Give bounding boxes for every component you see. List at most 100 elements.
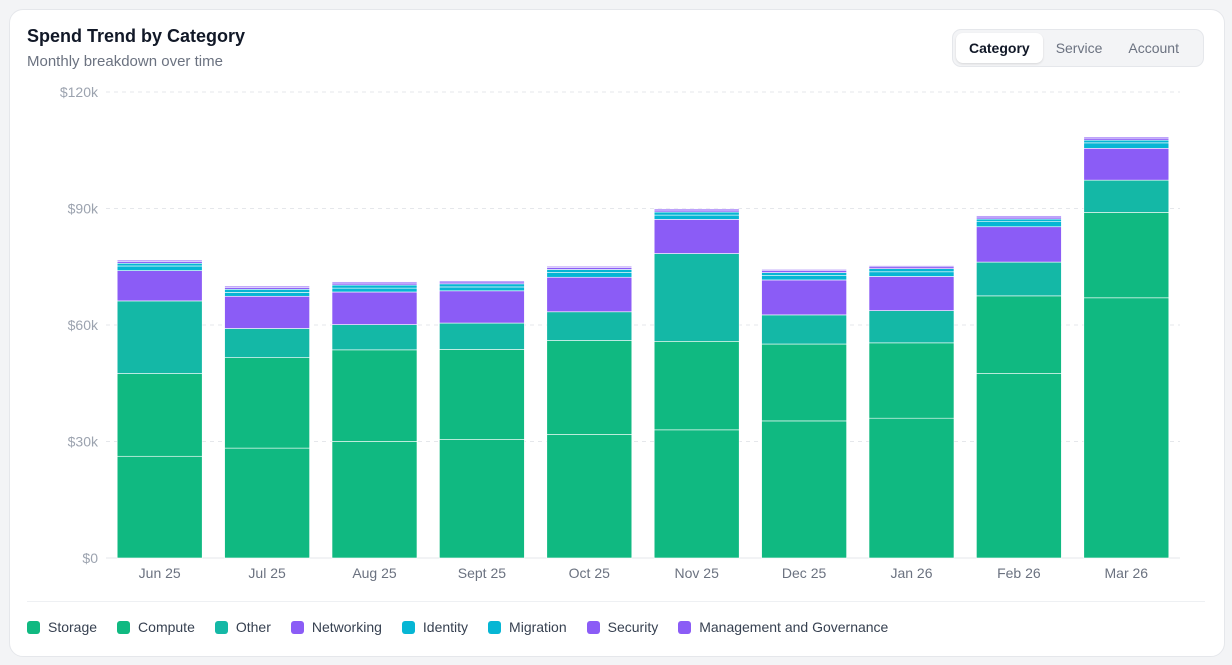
bar-segment-management-and-governance[interactable]	[868, 265, 955, 268]
bar-segment-identity[interactable]	[653, 214, 740, 220]
stacked-bar-chart: $0 $30k $60k $90k $120k Jun 25 Jul 25 Aug 25 Sep…	[60, 84, 1180, 581]
bar-segment-compute[interactable]	[224, 357, 310, 449]
bar-segment-identity[interactable]	[868, 271, 955, 277]
x-tick-label: Nov 25	[675, 565, 720, 581]
bar-segment-compute[interactable]	[761, 343, 847, 422]
bar-segment-management-and-governance[interactable]	[116, 259, 203, 262]
legend-item[interactable]: Management and Governance	[678, 619, 888, 635]
bar-segment-compute[interactable]	[1083, 212, 1170, 299]
bar-segment-other[interactable]	[868, 310, 955, 344]
bar-segment-management-and-governance[interactable]	[976, 215, 1062, 218]
chart-title: Spend Trend by Category	[27, 26, 246, 46]
bar-segment-other[interactable]	[761, 314, 847, 345]
tab-account[interactable]: Account	[1128, 40, 1179, 56]
bar-segment-networking[interactable]	[331, 291, 418, 325]
x-tick-label: Aug 25	[352, 565, 397, 581]
bar-segment-management-and-governance[interactable]	[224, 285, 310, 288]
bar-segment-compute[interactable]	[331, 349, 418, 442]
bar-segment-networking[interactable]	[976, 226, 1062, 263]
bar-segment-identity[interactable]	[439, 286, 525, 292]
bar-segment-other[interactable]	[1083, 179, 1170, 213]
bar-segment-storage[interactable]	[546, 434, 633, 559]
bar-segment-other[interactable]	[653, 253, 740, 342]
chart-subtitle: Monthly breakdown over time	[27, 53, 223, 70]
bar-segment-other[interactable]	[224, 328, 310, 358]
x-tick-label: Mar 26	[1105, 565, 1149, 581]
bar-segment-migration[interactable]	[976, 218, 1062, 223]
bar-segment-compute[interactable]	[546, 340, 633, 435]
x-tick-label: Oct 25	[569, 565, 610, 581]
bar-segment-identity[interactable]	[546, 272, 633, 278]
bar-segment-networking[interactable]	[224, 295, 310, 329]
x-tick-label: Jun 25	[139, 565, 181, 581]
bar-segment-storage[interactable]	[224, 447, 310, 559]
legend-item[interactable]: Security	[586, 619, 658, 635]
bar-segment-identity[interactable]	[224, 292, 310, 297]
bar-segment-other[interactable]	[546, 311, 633, 341]
bar-segment-storage[interactable]	[761, 420, 847, 559]
bar-segment-management-and-governance[interactable]	[439, 280, 525, 283]
bar-segment-migration[interactable]	[116, 262, 203, 267]
bar-segment-management-and-governance[interactable]	[1083, 136, 1170, 139]
bar-segment-other[interactable]	[439, 322, 525, 350]
y-tick-label: $30k	[68, 434, 99, 450]
bar-segment-storage[interactable]	[976, 373, 1062, 559]
bar-segment-networking[interactable]	[868, 276, 955, 311]
legend-item[interactable]: Migration	[488, 619, 567, 635]
bar-segment-migration[interactable]	[868, 268, 955, 273]
legend-swatch	[214, 620, 228, 634]
legend-label: Migration	[509, 619, 567, 635]
bar-segment-compute[interactable]	[653, 341, 740, 431]
bar-segment-management-and-governance[interactable]	[653, 208, 740, 211]
legend-item[interactable]: Compute	[117, 619, 195, 635]
bar-segment-identity[interactable]	[1083, 142, 1170, 149]
bar-segment-networking[interactable]	[653, 219, 740, 254]
legend-label: Other	[235, 619, 271, 635]
bar-segment-migration[interactable]	[761, 272, 847, 276]
bar-segment-migration[interactable]	[653, 211, 740, 216]
bar-segment-identity[interactable]	[331, 287, 418, 293]
bar-segment-compute[interactable]	[868, 342, 955, 419]
bar-segment-storage[interactable]	[116, 455, 203, 559]
bar-segment-other[interactable]	[116, 300, 203, 374]
bar-segment-identity[interactable]	[116, 265, 203, 271]
legend-swatch	[290, 620, 304, 634]
tab-service[interactable]: Service	[1055, 40, 1103, 56]
bar-segment-migration[interactable]	[331, 284, 418, 289]
y-tick-label: $90k	[68, 201, 99, 217]
bar-segment-storage[interactable]	[331, 441, 418, 559]
bar-segment-management-and-governance[interactable]	[546, 266, 633, 268]
chart-legend: Storage Compute Other Networking Identity Mig…	[27, 619, 908, 635]
bar-segment-networking[interactable]	[439, 290, 525, 324]
legend-label: Storage	[48, 619, 98, 635]
bar-segment-identity[interactable]	[761, 274, 847, 281]
legend-item[interactable]: Other	[214, 619, 271, 635]
bar-segment-networking[interactable]	[1083, 148, 1170, 181]
bar-segment-compute[interactable]	[439, 349, 525, 440]
tab-category[interactable]: Category	[956, 33, 1043, 63]
bar-segment-storage[interactable]	[439, 439, 525, 559]
bar-segment-storage[interactable]	[868, 417, 955, 559]
bar-segment-compute[interactable]	[976, 295, 1062, 374]
bar-segment-other[interactable]	[976, 261, 1062, 297]
bar-segment-migration[interactable]	[1083, 139, 1170, 144]
bar-segment-other[interactable]	[331, 324, 418, 351]
bar-segment-storage[interactable]	[653, 429, 740, 559]
legend-label: Compute	[138, 619, 195, 635]
bar-segment-migration[interactable]	[546, 269, 633, 273]
bar-segment-networking[interactable]	[116, 270, 203, 302]
bar-segment-networking[interactable]	[761, 279, 847, 316]
bar-segment-migration[interactable]	[439, 283, 525, 288]
bar-segment-storage[interactable]	[1083, 297, 1170, 559]
legend-item[interactable]: Storage	[27, 619, 97, 635]
legend-label: Identity	[422, 619, 469, 635]
bar-segment-management-and-governance[interactable]	[761, 269, 847, 271]
bar-segment-networking[interactable]	[546, 276, 633, 313]
bar-segment-identity[interactable]	[976, 221, 1062, 228]
bar-segment-compute[interactable]	[116, 373, 203, 457]
bar-segment-management-and-governance[interactable]	[331, 281, 418, 284]
bar-segment-migration[interactable]	[224, 288, 310, 293]
legend-divider	[27, 601, 1205, 602]
legend-item[interactable]: Networking	[290, 619, 382, 635]
legend-item[interactable]: Identity	[401, 619, 469, 635]
